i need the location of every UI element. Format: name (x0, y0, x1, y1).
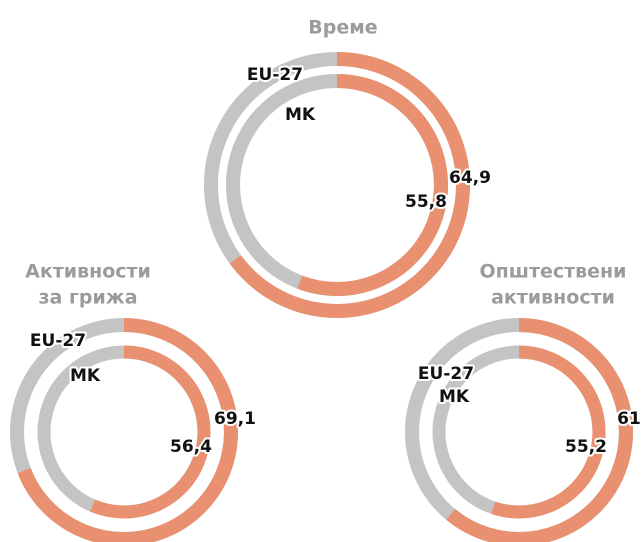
series-label: EU-27 (418, 364, 474, 384)
value-label: 56,4 (170, 437, 212, 457)
value-label: 55,8 (405, 192, 447, 212)
series-label: MK (285, 105, 316, 125)
value-label: 61 (617, 409, 641, 429)
ring-arc (405, 318, 633, 542)
chart-title: Општествени (480, 261, 627, 283)
ring-arc (226, 74, 448, 296)
series-label: MK (70, 366, 101, 386)
series-label: EU-27 (30, 331, 86, 351)
value-label: 69,1 (214, 409, 256, 429)
ring-arc (37, 345, 211, 519)
ring-arc (204, 52, 470, 318)
chart-title: активности (491, 287, 615, 309)
ring-arc (10, 318, 238, 542)
chart-title: Активности (25, 261, 151, 283)
series-label: EU-27 (247, 65, 303, 85)
ring-arc (432, 345, 606, 519)
value-label: 64,9 (449, 168, 491, 188)
series-label: MK (439, 387, 470, 407)
value-label: 55,2 (565, 437, 607, 457)
chart-title: Време (308, 17, 377, 39)
chart-title: за грижа (38, 287, 137, 309)
